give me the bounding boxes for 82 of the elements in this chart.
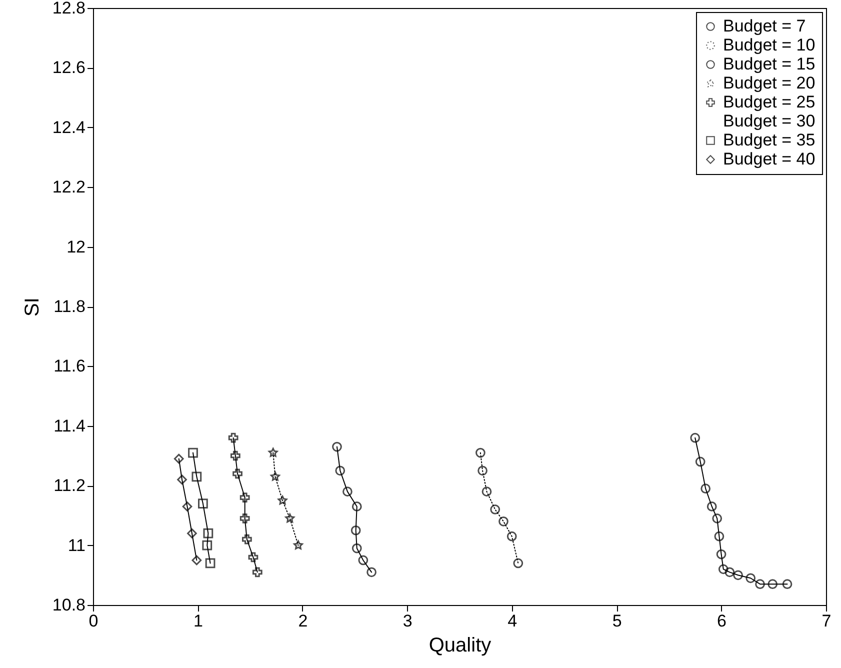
y-tick-label: 11 bbox=[68, 536, 86, 555]
point bbox=[366, 567, 376, 578]
point bbox=[724, 567, 735, 578]
point bbox=[192, 555, 202, 566]
legend-label: Budget = 10 bbox=[723, 36, 816, 54]
point bbox=[232, 468, 242, 479]
point bbox=[182, 502, 192, 512]
point bbox=[198, 498, 208, 508]
point bbox=[335, 466, 346, 476]
point bbox=[192, 472, 202, 482]
point bbox=[188, 448, 198, 458]
point bbox=[478, 466, 488, 476]
y-tick-label: 12.2 bbox=[52, 178, 86, 197]
point bbox=[716, 549, 726, 560]
point bbox=[714, 531, 724, 542]
x-tick-label: 2 bbox=[298, 612, 308, 630]
legend-label: Budget = 35 bbox=[723, 130, 816, 150]
point bbox=[712, 514, 722, 524]
point bbox=[358, 555, 368, 566]
point bbox=[187, 528, 197, 538]
point bbox=[228, 432, 238, 443]
point bbox=[268, 448, 278, 457]
point bbox=[203, 528, 214, 538]
point bbox=[248, 552, 258, 562]
point bbox=[695, 456, 706, 467]
x-tick-label: 1 bbox=[193, 612, 203, 630]
point bbox=[177, 474, 187, 485]
y-tick-label: 12 bbox=[66, 237, 86, 256]
y-tick-label: 12.4 bbox=[52, 118, 86, 137]
point bbox=[733, 570, 743, 580]
x-axis-title: Quality bbox=[428, 634, 492, 656]
point bbox=[476, 448, 486, 458]
point bbox=[490, 504, 500, 514]
point bbox=[352, 502, 362, 512]
point bbox=[690, 432, 700, 443]
y-tick-label: 12.6 bbox=[52, 58, 86, 78]
x-tick-label: 3 bbox=[402, 612, 412, 630]
point bbox=[782, 579, 792, 590]
point bbox=[350, 525, 361, 536]
point bbox=[174, 454, 184, 464]
y-tick-label: 11.4 bbox=[54, 416, 86, 436]
point bbox=[285, 514, 295, 523]
x-tick-label: 4 bbox=[508, 612, 518, 630]
point bbox=[352, 543, 362, 554]
point bbox=[270, 472, 280, 481]
point bbox=[755, 579, 765, 590]
legend-label: Budget = 40 bbox=[723, 150, 816, 168]
point bbox=[240, 492, 250, 502]
point bbox=[768, 579, 778, 590]
text: Budget = 30 bbox=[723, 112, 816, 130]
point bbox=[240, 514, 250, 524]
x-tick-label: 6 bbox=[717, 612, 727, 630]
legend-label: Budget = 25 bbox=[723, 92, 816, 112]
point bbox=[230, 450, 240, 461]
y-tick-label: 11.6 bbox=[54, 356, 86, 376]
point bbox=[746, 573, 756, 584]
point bbox=[294, 540, 303, 550]
legend-label: Budget = 20 bbox=[723, 74, 816, 92]
legend-label: Budget = 7 bbox=[723, 16, 806, 36]
y-axis-title: SI bbox=[21, 298, 44, 316]
point bbox=[513, 558, 524, 568]
point bbox=[506, 531, 517, 542]
x-tick-label: 5 bbox=[612, 612, 622, 630]
point bbox=[242, 534, 252, 544]
point bbox=[482, 486, 492, 496]
y-tick-label: 11.8 bbox=[54, 297, 86, 316]
y-tick-label: 12.8 bbox=[52, 0, 86, 18]
x-tick-label: 0 bbox=[88, 612, 98, 630]
point bbox=[278, 496, 288, 505]
point bbox=[700, 484, 711, 494]
point bbox=[332, 442, 342, 452]
y-tick-label: 10.8 bbox=[52, 596, 86, 614]
point bbox=[718, 564, 728, 574]
point bbox=[252, 567, 262, 578]
point bbox=[205, 558, 216, 568]
y-tick-label: 11.2 bbox=[54, 476, 86, 496]
point bbox=[202, 540, 212, 550]
point bbox=[342, 486, 352, 496]
point bbox=[498, 516, 508, 526]
legend-label: Budget = 15 bbox=[723, 54, 816, 74]
x-tick-label: 7 bbox=[822, 612, 832, 630]
point bbox=[706, 502, 717, 512]
